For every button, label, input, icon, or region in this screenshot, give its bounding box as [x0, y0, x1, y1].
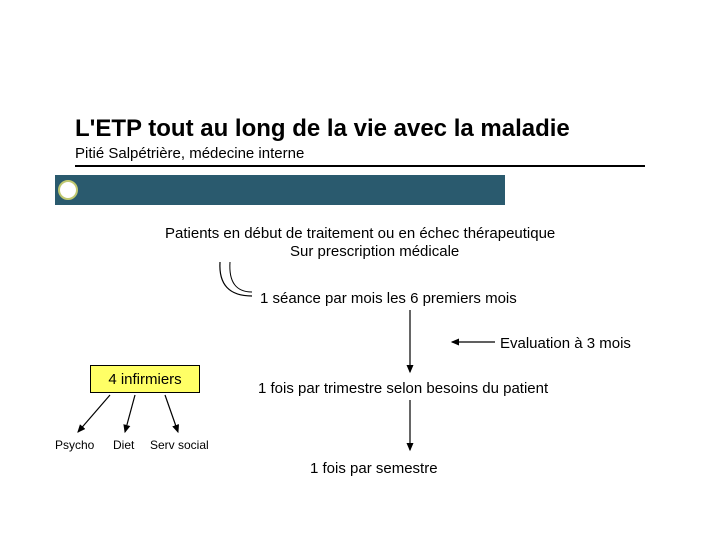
- inf-to-psycho-arrow: [78, 395, 110, 432]
- patients-line1: Patients en début de traitement ou en éc…: [165, 225, 555, 242]
- decor-bar: [55, 175, 505, 205]
- diet-label: Diet: [113, 438, 134, 452]
- evaluation-text: Evaluation à 3 mois: [500, 335, 631, 352]
- slide-subtitle: Pitié Salpétrière, médecine interne: [75, 145, 304, 162]
- inf-to-social-arrow: [165, 395, 178, 432]
- infirmiers-label: 4 infirmiers: [108, 371, 181, 388]
- slide-title: L'ETP tout au long de la vie avec la mal…: [75, 115, 570, 143]
- semestre-text: 1 fois par semestre: [310, 460, 438, 477]
- brace-curve: [220, 262, 252, 296]
- title-underline: [75, 165, 645, 167]
- arrows-layer: [0, 0, 720, 540]
- social-label: Serv social: [150, 438, 209, 452]
- psycho-label: Psycho: [55, 438, 94, 452]
- inf-to-diet-arrow: [125, 395, 135, 432]
- brace-curve-2: [230, 262, 252, 292]
- trimestre-text: 1 fois par trimestre selon besoins du pa…: [258, 380, 548, 397]
- infirmiers-box: 4 infirmiers: [90, 365, 200, 393]
- patients-line2: Sur prescription médicale: [290, 243, 459, 260]
- seance-text: 1 séance par mois les 6 premiers mois: [260, 290, 517, 307]
- bullet-icon: [58, 180, 78, 200]
